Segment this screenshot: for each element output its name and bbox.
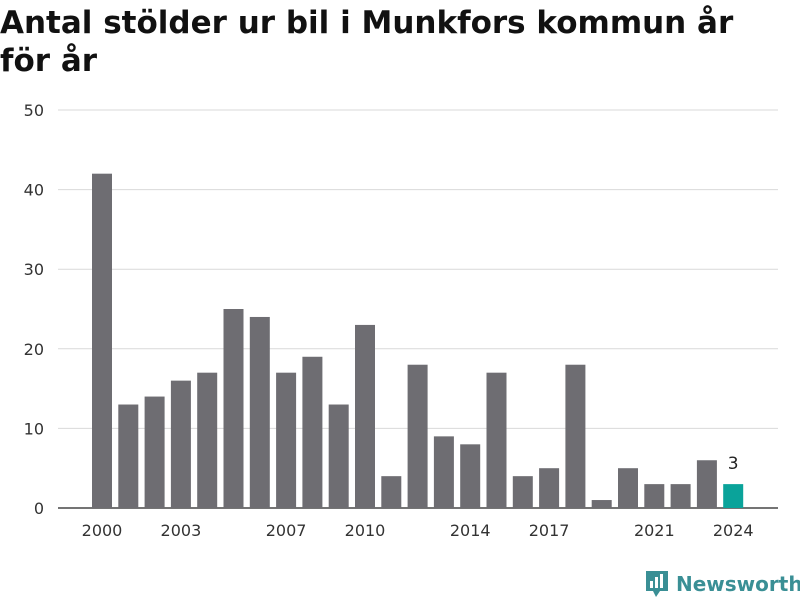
bars	[92, 173, 744, 508]
bar-2003	[170, 380, 191, 508]
bar-2013	[433, 436, 454, 508]
x-tick-label: 2003	[161, 521, 202, 540]
data-labels: 3	[728, 454, 739, 474]
bar-2020	[618, 468, 638, 508]
bar-2001	[118, 404, 139, 508]
bar-2018	[565, 364, 586, 508]
bar-2016	[512, 476, 533, 508]
x-axis-ticks: 2000 2003 2007 2010 2014 2017 2021 2024	[82, 521, 754, 540]
bar-2014	[460, 444, 481, 508]
bar-2023	[696, 460, 717, 508]
bar-chart: 0 10 20 30 40 50 2000 2003 2007 2010 2014 2017 2021…	[24, 101, 778, 540]
bar-2008	[302, 356, 323, 508]
y-tick-label: 50	[24, 101, 44, 120]
x-tick-label: 2017	[529, 521, 570, 540]
x-tick-label: 2010	[345, 521, 386, 540]
bar-2015	[486, 372, 507, 508]
bar-2024	[723, 484, 744, 508]
bar-2017	[539, 468, 560, 508]
bar-2022	[670, 484, 691, 508]
bar-2006	[249, 316, 270, 508]
bar-2019	[591, 500, 612, 508]
x-tick-label: 2024	[713, 521, 754, 540]
y-tick-label: 40	[24, 181, 44, 200]
bar-2009	[328, 404, 349, 508]
x-tick-label: 2021	[634, 521, 675, 540]
y-tick-label: 0	[34, 499, 44, 518]
x-tick-label: 2007	[266, 521, 307, 540]
y-tick-label: 20	[24, 340, 44, 359]
bar-2004	[197, 372, 218, 508]
bar-2011	[381, 476, 402, 508]
bar-2007	[276, 372, 297, 508]
bar-2005	[223, 309, 244, 508]
brand-name: Newsworthy	[676, 572, 800, 596]
bar-2010	[355, 324, 375, 508]
x-tick-label: 2014	[450, 521, 491, 540]
x-tick-label: 2000	[82, 521, 123, 540]
bar-chart-logo-icon	[646, 571, 668, 597]
y-tick-label: 30	[24, 260, 44, 279]
y-axis-ticks: 0 10 20 30 40 50	[24, 101, 44, 518]
bar-2021	[644, 484, 665, 508]
chart-title: Antal stölder ur bil i Munkfors kommun å…	[0, 5, 734, 79]
newsworthy-logo: Newsworthy	[644, 569, 800, 599]
data-label-2024: 3	[728, 454, 739, 474]
y-tick-label: 10	[24, 419, 44, 438]
bar-2000	[92, 173, 112, 508]
bar-2002	[144, 396, 165, 508]
bar-2012	[407, 364, 428, 508]
